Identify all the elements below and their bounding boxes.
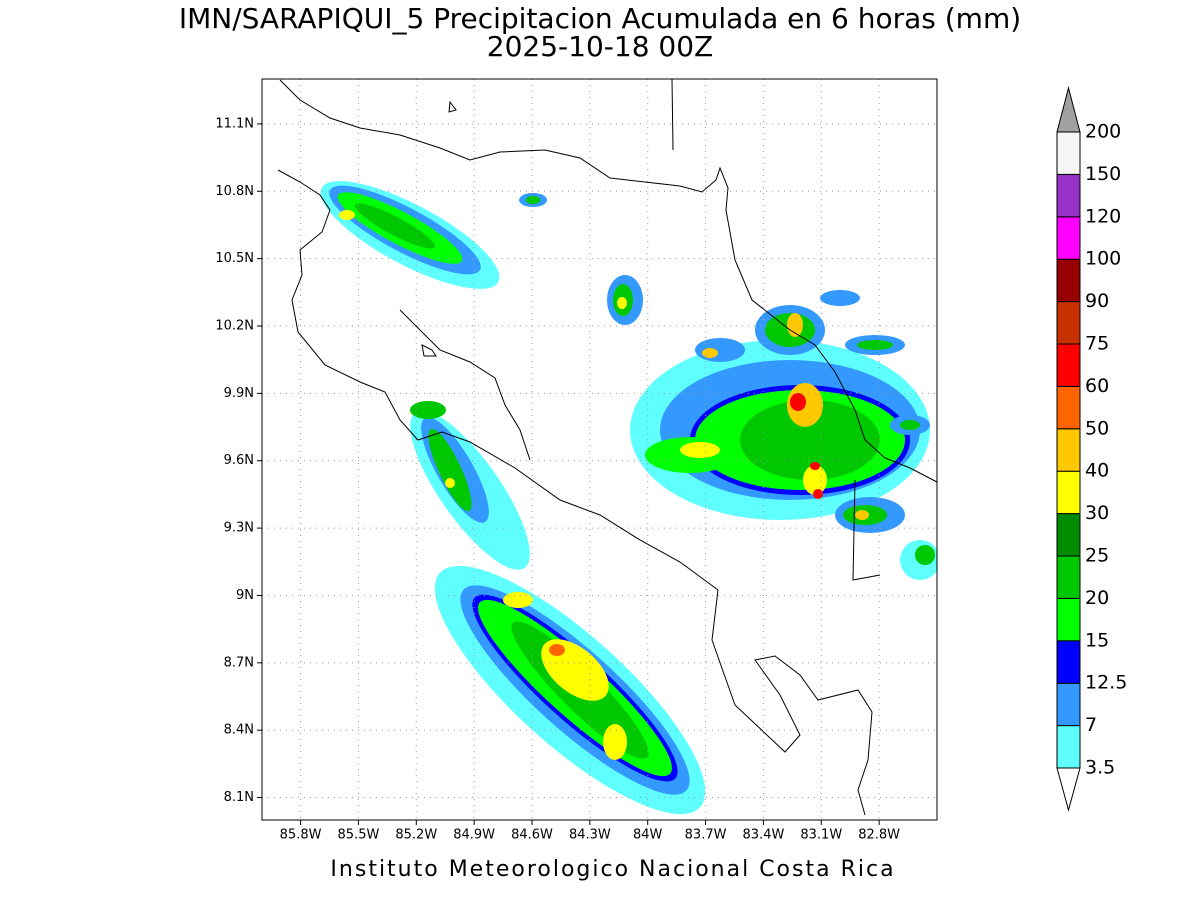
lon-tick-label: 84W xyxy=(633,828,663,843)
colorbar-box xyxy=(1056,258,1081,303)
colorbar-label: 40 xyxy=(1085,460,1109,482)
title: IMN/SARAPIQUI_5 Precipitacion Acumulada … xyxy=(179,2,1021,35)
lat-tick-label: 8.4N xyxy=(224,723,254,738)
colorbar-box xyxy=(1056,131,1081,175)
lat-tick-label: 9.9N xyxy=(224,386,254,401)
lon-tick-label: 85.2W xyxy=(395,828,437,843)
colorbar-box xyxy=(1056,216,1081,260)
lon-tick-label: 82.8W xyxy=(858,828,900,843)
footer: Instituto Meteorologico Nacional Costa R… xyxy=(330,857,895,882)
colorbar: 3.5 7 12.5 15 20 25 30 40 50 60 75 90 100 120 150 200 xyxy=(1056,86,1127,812)
lon-tick-label: 83.7W xyxy=(685,828,727,843)
lat-tick-label: 10.2N xyxy=(215,319,254,334)
precipitation xyxy=(320,181,937,815)
lon-tick-label: 84.3W xyxy=(569,828,611,843)
lat-tick-label: 9.3N xyxy=(224,521,254,536)
lon-tick-label: 84.6W xyxy=(511,828,553,843)
colorbar-label: 75 xyxy=(1085,333,1109,355)
colorbar-box xyxy=(1056,343,1081,387)
colorbar-label: 100 xyxy=(1085,248,1121,270)
colorbar-label: 15 xyxy=(1085,629,1109,651)
lon-tick-label: 83.1W xyxy=(800,828,842,843)
colorbar-box xyxy=(1056,173,1081,218)
lat-tick-label: 9.6N xyxy=(224,453,254,468)
colorbar-box xyxy=(1056,597,1081,642)
colorbar-label: 60 xyxy=(1085,375,1109,397)
lon-tick-label: 85.5W xyxy=(338,828,380,843)
colorbar-label: 30 xyxy=(1085,502,1109,524)
colorbar-label: 7 xyxy=(1085,714,1097,736)
colorbar-box xyxy=(1056,640,1081,684)
lat-tick-label: 9N xyxy=(236,588,254,603)
colorbar-label: 20 xyxy=(1085,587,1109,609)
colorbar-box xyxy=(1056,385,1081,430)
colorbar-box xyxy=(1056,301,1081,345)
colorbar-label: 150 xyxy=(1085,163,1121,185)
lat-tick-label: 11.1N xyxy=(215,116,254,131)
map-area xyxy=(262,79,937,820)
colorbar-under-arrow xyxy=(1056,767,1081,812)
colorbar-box xyxy=(1056,725,1081,769)
colorbar-box xyxy=(1056,470,1081,515)
lon-tick-label: 83.4W xyxy=(743,828,785,843)
colorbar-box xyxy=(1056,682,1081,727)
colorbar-label: 200 xyxy=(1085,121,1121,143)
colorbar-box xyxy=(1056,428,1081,472)
colorbar-over-arrow xyxy=(1056,86,1081,133)
colorbar-label: 120 xyxy=(1085,205,1121,227)
colorbar-box xyxy=(1056,513,1081,557)
subtitle: 2025-10-18 00Z xyxy=(487,30,713,63)
lat-tick-label: 10.5N xyxy=(215,251,254,266)
lon-tick-label: 84.9W xyxy=(453,828,495,843)
colorbar-label: 12.5 xyxy=(1085,672,1127,694)
colorbar-label: 25 xyxy=(1085,545,1109,567)
coastlines xyxy=(277,79,937,816)
map-frame xyxy=(261,78,938,821)
colorbar-label: 50 xyxy=(1085,417,1109,439)
lon-tick-label: 85.8W xyxy=(280,828,322,843)
colorbar-label: 3.5 xyxy=(1085,757,1115,779)
colorbar-label: 90 xyxy=(1085,290,1109,312)
lat-tick-label: 8.7N xyxy=(224,655,254,670)
colorbar-box xyxy=(1056,555,1081,599)
axes: 85.8W 85.5W 85.2W 84.9W 84.6W 84.3W 84W 83.7W 83… xyxy=(215,116,900,842)
lat-tick-label: 8.1N xyxy=(224,790,254,805)
lat-tick-label: 10.8N xyxy=(215,184,254,199)
